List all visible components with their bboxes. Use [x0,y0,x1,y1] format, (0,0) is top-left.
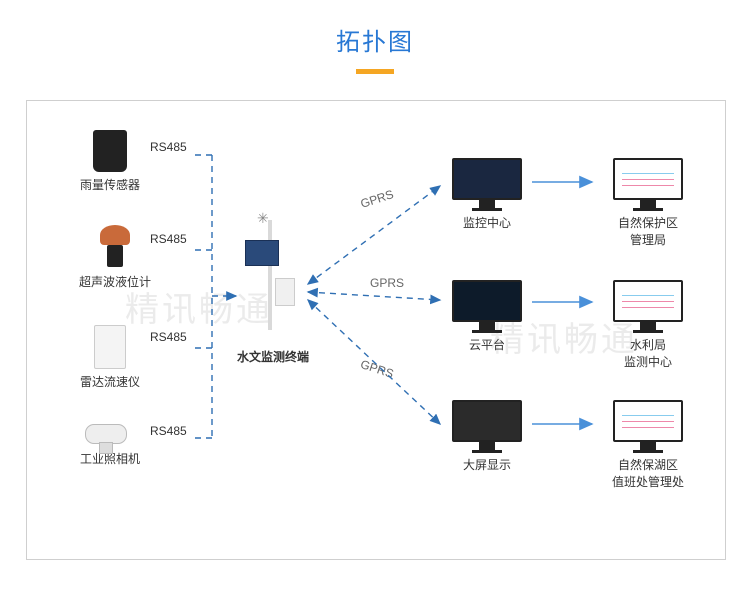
ultrasonic-sensor-icon [98,225,132,269]
monitor-cloud: 云平台 [445,280,529,353]
page-title: 拓扑图 [0,22,750,57]
client-label: 管理局 [600,231,696,248]
rain-sensor-icon [93,130,127,172]
protocol-label: RS485 [150,330,187,344]
protocol-label: RS485 [150,232,187,246]
monitor-icon [452,400,522,452]
sensor-label: 雨量传感器 [70,176,150,193]
monitor-icon [613,158,683,210]
client-lake: 自然保湖区 值班处管理处 [600,400,696,490]
link-label-gprs: GPRS [370,276,404,290]
monitor-bigscreen: 大屏显示 [445,400,529,473]
monitor-control-center: 监控中心 [445,158,529,231]
sensor-radar: 雷达流速仪 [70,325,150,390]
monitor-icon [452,158,522,210]
title-underline [356,69,394,74]
client-reserve: 自然保护区 管理局 [600,158,696,248]
sensor-label: 雷达流速仪 [70,373,150,390]
monitor-label: 云平台 [445,336,529,353]
sensor-label: 超声波液位计 [70,273,160,290]
monitor-label: 大屏显示 [445,456,529,473]
monitor-icon [613,400,683,452]
client-water: 水利局 监测中心 [600,280,696,370]
client-label: 值班处管理处 [600,473,696,490]
hydrology-terminal [225,210,315,330]
monitor-icon [452,280,522,332]
client-label: 自然保湖区 [600,456,696,473]
client-label: 监测中心 [600,353,696,370]
sensor-ultrasonic: 超声波液位计 [70,225,160,290]
protocol-label: RS485 [150,424,187,438]
camera-icon [85,420,135,446]
radar-sensor-icon [94,325,126,369]
protocol-label: RS485 [150,140,187,154]
sensor-rain: 雨量传感器 [70,130,150,193]
terminal-icon [235,210,305,330]
terminal-label: 水文监测终端 [218,348,328,365]
terminal-label-text: 水文监测终端 [237,350,309,364]
client-label: 自然保护区 [600,214,696,231]
sensor-camera: 工业照相机 [70,420,150,467]
monitor-icon [613,280,683,332]
monitor-label: 监控中心 [445,214,529,231]
client-label: 水利局 [600,336,696,353]
